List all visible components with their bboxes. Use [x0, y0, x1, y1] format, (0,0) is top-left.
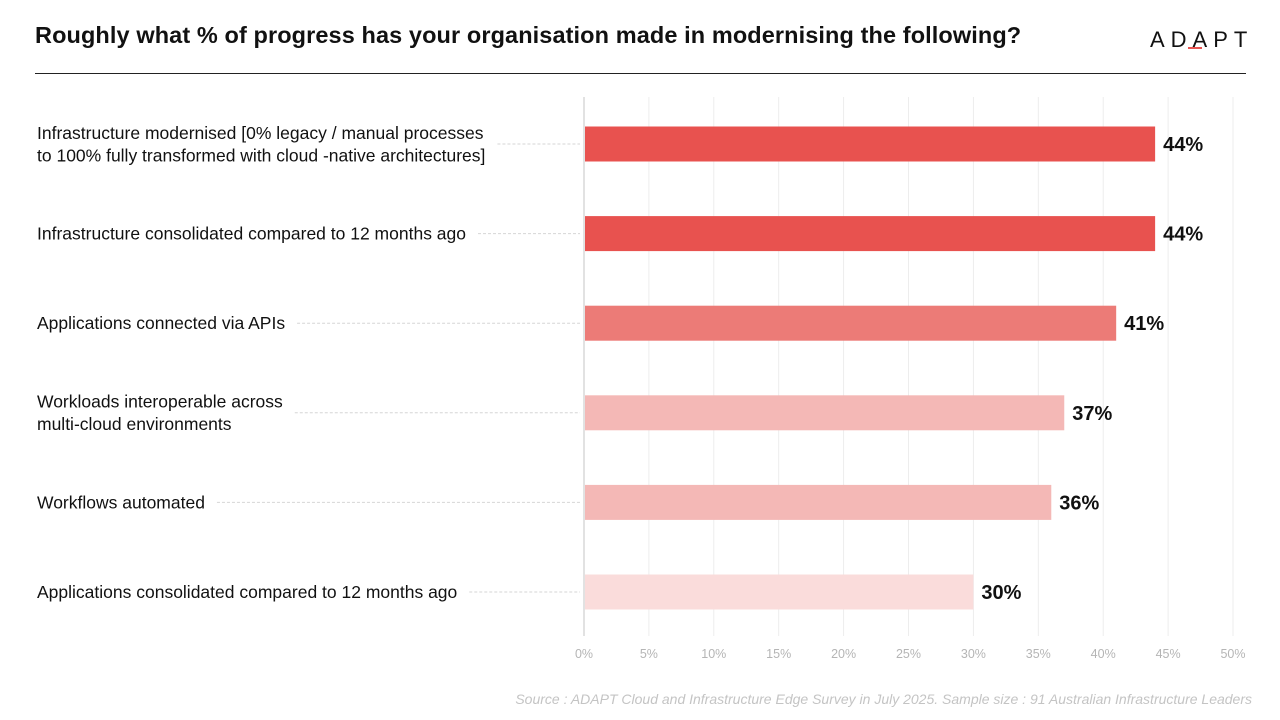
bar [585, 574, 974, 610]
bar [585, 395, 1065, 431]
category-label: Applications consolidated compared to 12… [37, 582, 457, 602]
category-label: multi-cloud environments [37, 414, 232, 434]
x-tick-label: 30% [961, 647, 986, 661]
category-label: Applications connected via APIs [37, 313, 285, 333]
category-label: Infrastructure consolidated compared to … [37, 224, 466, 244]
bar [585, 305, 1117, 341]
x-tick-label: 25% [896, 647, 921, 661]
logo-accent [1188, 47, 1202, 49]
x-tick-label: 45% [1156, 647, 1181, 661]
value-label: 30% [981, 582, 1021, 604]
category-label: Infrastructure modernised [0% legacy / m… [37, 123, 484, 143]
bar [585, 216, 1156, 252]
header-divider [35, 73, 1246, 74]
value-label: 36% [1059, 492, 1099, 514]
source-note: Source : ADAPT Cloud and Infrastructure … [515, 691, 1252, 707]
bar-chart: 0% 5% 10% 15% 20% 25% 30% 35% 40% 45% 50% Infrastru… [37, 97, 1246, 661]
bar [585, 484, 1052, 520]
category-label: Workloads interoperable across [37, 392, 283, 412]
x-tick-label: 35% [1026, 647, 1051, 661]
chart-title: Roughly what % of progress has your orga… [35, 22, 1022, 48]
x-tick-label: 40% [1091, 647, 1116, 661]
category-label: Workflows automated [37, 492, 205, 512]
x-tick-label: 10% [701, 647, 726, 661]
category-label: to 100% fully transformed with cloud -na… [37, 145, 485, 165]
bar [585, 126, 1156, 162]
x-tick-label: 20% [831, 647, 856, 661]
value-label: 37% [1072, 403, 1112, 425]
value-label: 44% [1163, 224, 1203, 246]
value-label: 44% [1163, 134, 1203, 156]
x-tick-label: 15% [766, 647, 791, 661]
x-tick-label: 50% [1220, 647, 1245, 661]
x-tick-label: 5% [640, 647, 658, 661]
value-label: 41% [1124, 313, 1164, 335]
x-tick-label: 0% [575, 647, 593, 661]
